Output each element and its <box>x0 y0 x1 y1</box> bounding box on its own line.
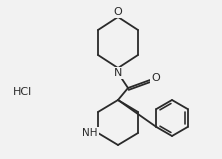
Text: O: O <box>114 7 122 17</box>
Text: HCl: HCl <box>12 87 32 97</box>
Text: NH: NH <box>82 128 98 138</box>
Text: O: O <box>152 73 160 83</box>
Text: N: N <box>114 68 122 78</box>
